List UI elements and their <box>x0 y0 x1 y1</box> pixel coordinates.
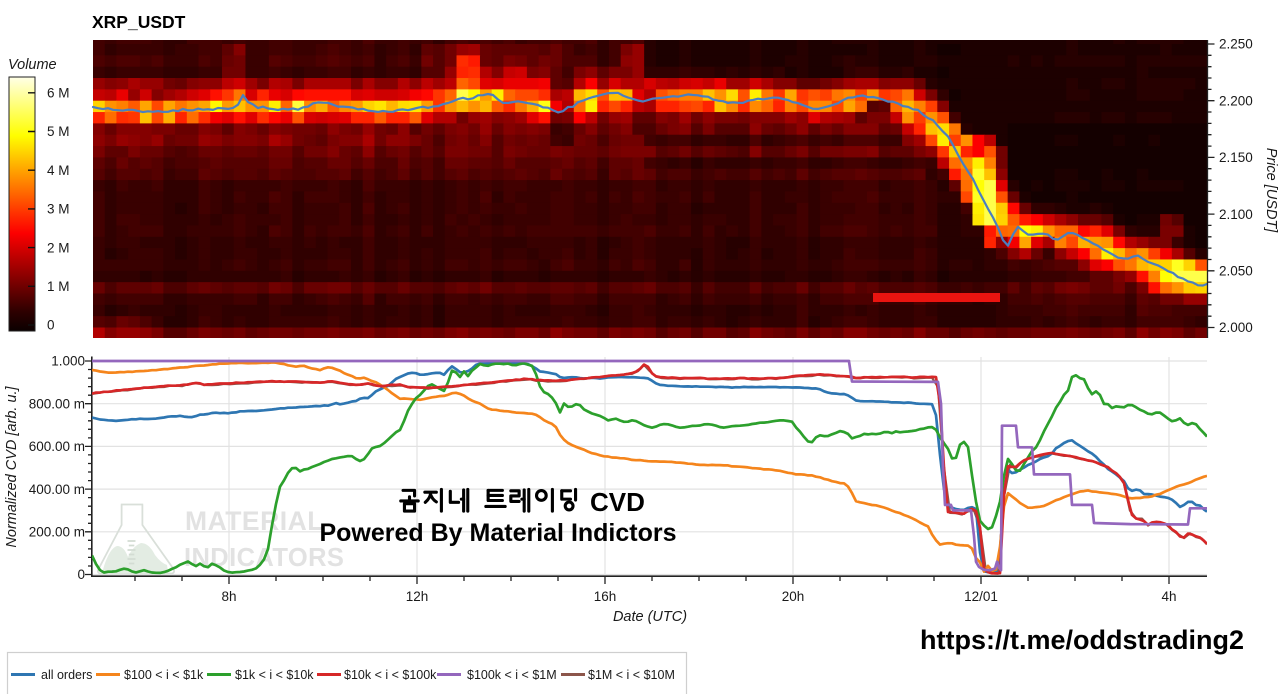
svg-text:$100 < i < $1k: $100 < i < $1k <box>124 668 204 682</box>
svg-text:20h: 20h <box>782 589 805 604</box>
svg-text:2.250: 2.250 <box>1219 37 1253 52</box>
svg-text:6 M: 6 M <box>47 86 70 101</box>
svg-text:3 M: 3 M <box>47 202 70 217</box>
svg-text:2.150: 2.150 <box>1219 150 1253 165</box>
svg-text:12/01: 12/01 <box>964 589 998 604</box>
svg-text:$10k < i < $100k: $10k < i < $100k <box>344 668 437 682</box>
svg-text:16h: 16h <box>594 589 617 604</box>
svg-text:400.00 m: 400.00 m <box>29 482 85 497</box>
svg-text:4h: 4h <box>1161 589 1176 604</box>
svg-text:$1k < i < $10k: $1k < i < $10k <box>235 668 314 682</box>
svg-text:Date (UTC): Date (UTC) <box>613 609 687 625</box>
svg-text:MATERIAL: MATERIAL <box>185 506 324 536</box>
svg-text:200.00 m: 200.00 m <box>29 525 85 540</box>
svg-text:0: 0 <box>77 567 85 582</box>
svg-text:1.000: 1.000 <box>51 354 85 369</box>
svg-text:2.100: 2.100 <box>1219 207 1253 222</box>
svg-text:2.050: 2.050 <box>1219 264 1253 279</box>
svg-text:1 M: 1 M <box>47 279 70 294</box>
svg-text:$100k < i < $1M: $100k < i < $1M <box>467 668 557 682</box>
svg-text:600.00 m: 600.00 m <box>29 439 85 454</box>
svg-text:8h: 8h <box>221 589 236 604</box>
svg-text:5 M: 5 M <box>47 124 70 139</box>
svg-text:Normalized CVD [arb. u.]: Normalized CVD [arb. u.] <box>4 385 20 547</box>
svg-text:XRP_USDT: XRP_USDT <box>92 12 186 32</box>
svg-text:all orders: all orders <box>41 668 92 682</box>
svg-text:Powered By Material Indictors: Powered By Material Indictors <box>319 519 676 547</box>
svg-text:800.00 m: 800.00 m <box>29 396 85 411</box>
svg-text:0: 0 <box>47 318 55 333</box>
svg-text:$1M < i < $10M: $1M < i < $10M <box>588 668 675 682</box>
svg-text:Price [USDT]: Price [USDT] <box>1263 148 1279 234</box>
svg-text:2 M: 2 M <box>47 240 70 255</box>
svg-text:CVD: CVD <box>590 487 645 517</box>
svg-text:2.200: 2.200 <box>1219 93 1253 108</box>
svg-text:4 M: 4 M <box>47 163 70 178</box>
svg-text:https://t.me/oddstrading2: https://t.me/oddstrading2 <box>920 625 1244 655</box>
svg-text:2.000: 2.000 <box>1219 320 1253 335</box>
svg-text:12h: 12h <box>406 589 429 604</box>
svg-text:Volume: Volume <box>8 57 57 73</box>
